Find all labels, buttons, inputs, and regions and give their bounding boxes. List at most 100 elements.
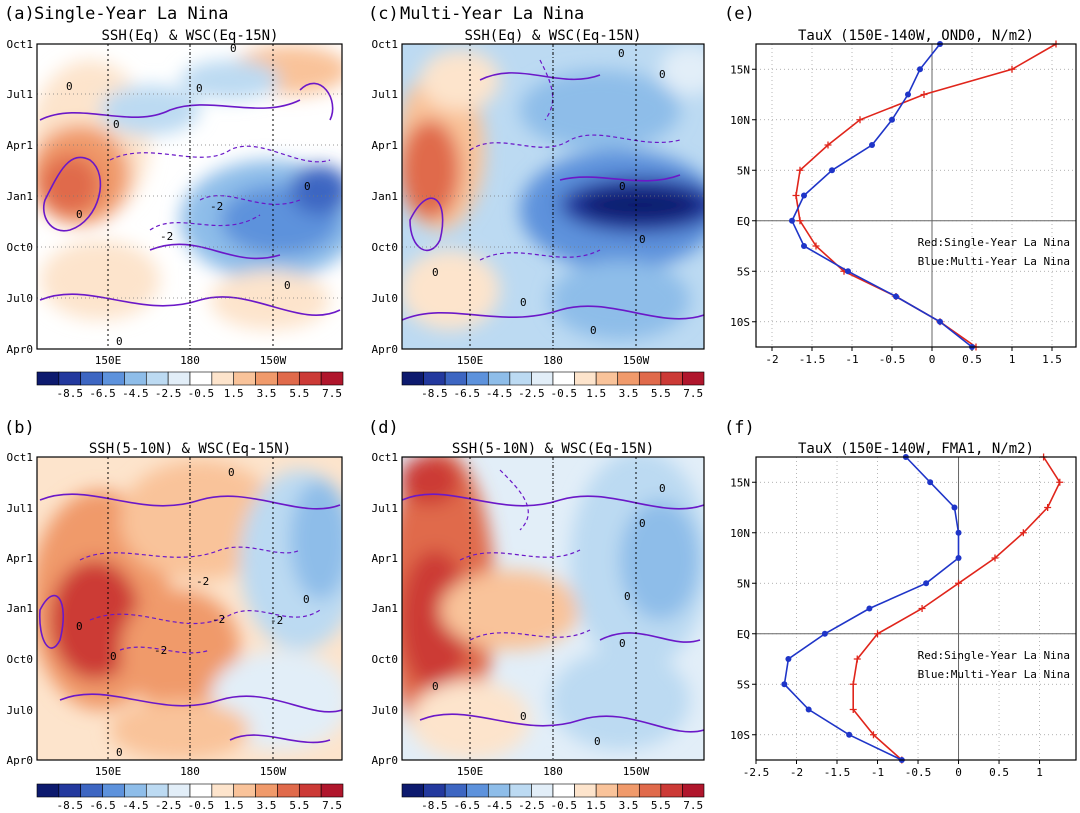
contour-label: -2 [154, 644, 167, 657]
data-point [845, 268, 851, 275]
colorbar-swatch [682, 783, 705, 798]
contour-label: 0 [116, 335, 123, 348]
colorbar-tick: -0.5 [551, 387, 578, 400]
x-tick: 180 [180, 765, 200, 778]
y-tick: Oct1 [7, 38, 34, 51]
panel-a-heading: Single-Year La Nina [34, 4, 228, 24]
y-tick: Apr1 [7, 552, 34, 565]
colorbar-tick: 5.5 [289, 799, 309, 812]
panel-a-contour-labels: 0 0 0 0 -2 -2 0 0 0 0 [66, 42, 311, 348]
x-tick: 150E [95, 765, 122, 778]
data-point [889, 116, 895, 123]
contour-label: 0 [432, 680, 439, 693]
contour-label: 0 [659, 482, 666, 495]
colorbar-swatch [233, 371, 256, 386]
contour-label: 0 [619, 637, 626, 650]
contour-label: 0 [116, 746, 123, 759]
data-point [893, 293, 899, 300]
contour-label: 0 [303, 593, 310, 606]
colorbar-swatch [531, 783, 554, 798]
x-tick: 0.5 [989, 766, 1009, 779]
colorbar-swatch [102, 783, 125, 798]
colorbar-swatch [36, 783, 60, 798]
y-tick: Apr1 [372, 552, 399, 565]
colorbar-tick: -6.5 [89, 799, 116, 812]
colorbar-swatch [617, 783, 640, 798]
x-tick: 150W [260, 765, 287, 778]
data-point [951, 504, 958, 511]
x-tick: -1.5 [799, 353, 826, 366]
colorbar-swatch [320, 371, 344, 386]
x-tick: 150E [457, 354, 484, 367]
colorbar-tick: -0.5 [188, 799, 215, 812]
panel-c-label: (c) [368, 4, 399, 24]
contour-label: 0 [196, 82, 203, 95]
x-tick: -2 [765, 353, 778, 366]
colorbar-swatch [638, 371, 662, 386]
y-tick: 10N [730, 114, 750, 127]
contour-label: -2 [160, 230, 173, 243]
colorbar-tick: 1.5 [586, 387, 606, 400]
colorbar-tick: 7.5 [683, 387, 703, 400]
colorbar-tick: 1.5 [224, 799, 244, 812]
data-point [824, 141, 832, 149]
colorbar-swatch [444, 371, 468, 386]
data-point [923, 580, 930, 587]
y-tick: Jan1 [372, 602, 399, 615]
legend-text: Blue:Multi-Year La Nina [918, 668, 1070, 681]
contour-label: 0 [639, 517, 646, 530]
colorbar-swatch [80, 783, 103, 798]
x-tick: 0 [929, 353, 936, 366]
y-tick: Apr0 [372, 343, 399, 356]
colorbar-tick: -2.5 [518, 387, 545, 400]
colorbar-swatch [552, 783, 575, 798]
contour-label: 0 [639, 233, 646, 246]
data-point [917, 66, 923, 73]
colorbar-swatch [531, 371, 554, 386]
panel-d: (d) SSH(5-10N) & WSC(Eq-15N) [368, 418, 705, 812]
x-tick: -1 [871, 766, 884, 779]
colorbar-swatch [298, 783, 322, 798]
panel-a-frame [36, 43, 343, 350]
data-point [874, 630, 882, 638]
y-tick: Apr1 [7, 139, 34, 152]
data-point [829, 167, 835, 174]
plot-frame [755, 456, 1077, 761]
colorbar-tick: -6.5 [453, 799, 480, 812]
contour-label: 0 [66, 80, 73, 93]
colorbar-swatch [638, 783, 662, 798]
colorbar-swatch [595, 371, 619, 386]
data-point [849, 706, 857, 713]
contour-label: 0 [520, 296, 527, 309]
colorbar-swatch [277, 371, 300, 386]
colorbar-swatch [124, 371, 147, 386]
contour-label: 0 [520, 710, 527, 723]
colorbar-swatch [401, 371, 424, 386]
data-point [849, 680, 857, 688]
panel-c-heading: Multi-Year La Nina [400, 4, 584, 24]
panel-d-subtitle: SSH(5-10N) & WSC(Eq-15N) [452, 441, 654, 457]
colorbar-tick: 5.5 [651, 387, 671, 400]
panel-b: (b) SSH(5-10N) & WSC(Eq-15N) [4, 418, 344, 812]
data-point [920, 91, 928, 98]
colorbar-tick: -4.5 [122, 799, 149, 812]
colorbar-swatch [423, 783, 446, 798]
colorbar-swatch [145, 783, 169, 798]
plot-area [756, 457, 1076, 760]
colorbar-swatch [466, 783, 489, 798]
legend-text: Red:Single-Year La Nina [918, 649, 1070, 662]
colorbar-swatch [233, 783, 256, 798]
data-point [955, 555, 962, 561]
data-point [1044, 504, 1052, 511]
colorbar-tick: 7.5 [322, 799, 342, 812]
data-point [805, 706, 812, 713]
contour-label: 0 [110, 650, 117, 663]
colorbar-tick: 3.5 [619, 387, 639, 400]
y-tick: Jul0 [372, 292, 399, 305]
colorbar-swatch [255, 371, 278, 386]
contour-label: 0 [659, 68, 666, 81]
colorbar-tick: 1.5 [586, 799, 606, 812]
data-point [937, 318, 943, 325]
x-tick: 150W [623, 354, 650, 367]
data-point [918, 605, 926, 612]
